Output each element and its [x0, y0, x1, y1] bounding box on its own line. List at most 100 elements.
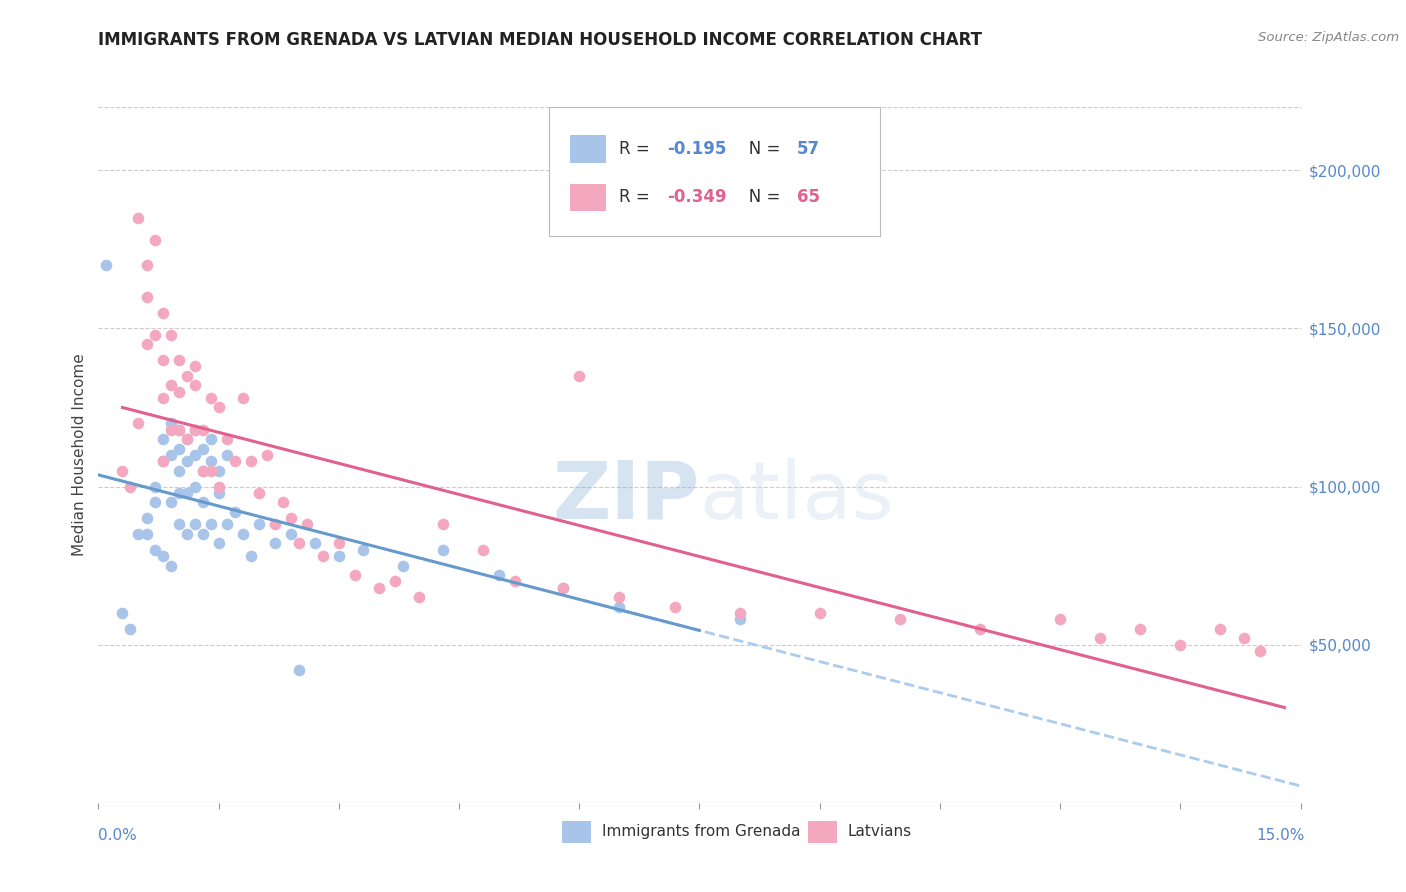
- Point: [152, 432, 174, 446]
- Point: [143, 542, 166, 557]
- Point: [328, 549, 350, 563]
- Point: [288, 536, 311, 550]
- Point: [176, 527, 198, 541]
- Point: [239, 549, 262, 563]
- Point: [200, 454, 222, 468]
- Y-axis label: Median Household Income: Median Household Income: [72, 353, 87, 557]
- Point: [503, 574, 526, 589]
- Text: N =: N =: [733, 188, 786, 206]
- Text: N =: N =: [733, 140, 786, 158]
- Text: IMMIGRANTS FROM GRENADA VS LATVIAN MEDIAN HOUSEHOLD INCOME CORRELATION CHART: IMMIGRANTS FROM GRENADA VS LATVIAN MEDIA…: [98, 31, 983, 49]
- Text: Source: ZipAtlas.com: Source: ZipAtlas.com: [1258, 31, 1399, 45]
- Point: [191, 495, 214, 509]
- Point: [889, 612, 911, 626]
- Point: [159, 423, 181, 437]
- Point: [135, 511, 157, 525]
- Point: [408, 591, 430, 605]
- Point: [167, 486, 190, 500]
- Point: [263, 536, 285, 550]
- Point: [135, 290, 157, 304]
- Point: [143, 327, 166, 342]
- Point: [159, 417, 181, 431]
- Point: [247, 486, 270, 500]
- Point: [1250, 644, 1272, 658]
- Point: [208, 536, 231, 550]
- Point: [167, 353, 190, 368]
- Point: [159, 495, 181, 509]
- Text: -0.195: -0.195: [666, 140, 727, 158]
- Text: ZIP: ZIP: [553, 458, 700, 536]
- Point: [224, 454, 246, 468]
- Point: [1129, 622, 1152, 636]
- Point: [183, 448, 205, 462]
- Point: [152, 454, 174, 468]
- Point: [208, 486, 231, 500]
- Point: [128, 211, 150, 225]
- Point: [392, 558, 415, 573]
- Bar: [562, 821, 591, 843]
- Point: [343, 568, 366, 582]
- Point: [183, 423, 205, 437]
- Point: [200, 464, 222, 478]
- Point: [111, 464, 134, 478]
- Point: [128, 527, 150, 541]
- Point: [256, 448, 278, 462]
- Point: [1209, 622, 1232, 636]
- Point: [208, 464, 231, 478]
- Point: [159, 378, 181, 392]
- FancyBboxPatch shape: [569, 184, 606, 211]
- Point: [247, 517, 270, 532]
- Point: [368, 581, 391, 595]
- Point: [183, 479, 205, 493]
- Point: [96, 258, 118, 272]
- Point: [152, 305, 174, 319]
- Point: [1088, 632, 1111, 646]
- Point: [128, 417, 150, 431]
- Point: [224, 505, 246, 519]
- Point: [384, 574, 406, 589]
- Point: [120, 479, 142, 493]
- Point: [200, 517, 222, 532]
- Point: [191, 527, 214, 541]
- Point: [304, 536, 326, 550]
- Point: [215, 432, 238, 446]
- Point: [167, 517, 190, 532]
- Point: [167, 464, 190, 478]
- FancyBboxPatch shape: [550, 107, 880, 235]
- Point: [352, 542, 374, 557]
- Point: [215, 448, 238, 462]
- Point: [568, 368, 591, 383]
- Point: [176, 486, 198, 500]
- Point: [191, 442, 214, 456]
- Point: [176, 432, 198, 446]
- Point: [143, 495, 166, 509]
- Bar: [808, 821, 837, 843]
- Point: [120, 622, 142, 636]
- Point: [143, 233, 166, 247]
- Point: [553, 581, 575, 595]
- Point: [191, 464, 214, 478]
- Point: [553, 581, 575, 595]
- Point: [152, 549, 174, 563]
- Point: [488, 568, 510, 582]
- Point: [152, 353, 174, 368]
- Point: [208, 401, 231, 415]
- FancyBboxPatch shape: [569, 135, 606, 162]
- Point: [1049, 612, 1071, 626]
- Point: [200, 432, 222, 446]
- Point: [159, 448, 181, 462]
- Point: [200, 391, 222, 405]
- Point: [176, 432, 198, 446]
- Point: [183, 378, 205, 392]
- Point: [432, 542, 454, 557]
- Point: [167, 442, 190, 456]
- Point: [288, 663, 311, 677]
- Point: [143, 479, 166, 493]
- Point: [239, 454, 262, 468]
- Point: [609, 591, 631, 605]
- Text: atlas: atlas: [700, 458, 894, 536]
- Point: [135, 527, 157, 541]
- Point: [167, 384, 190, 399]
- Point: [664, 599, 686, 614]
- Point: [280, 511, 302, 525]
